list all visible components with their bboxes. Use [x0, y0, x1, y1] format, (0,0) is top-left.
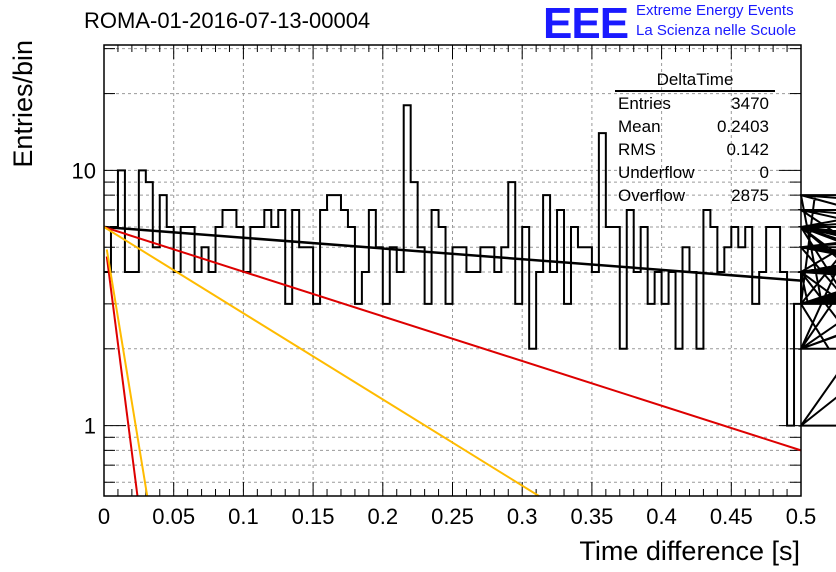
plot-frame [103, 44, 802, 497]
y-tick-label: 1 [84, 414, 96, 439]
stats-row-underflow: Underflow 0 [611, 161, 779, 184]
fit-curve-orange-4 [105, 249, 149, 497]
x-tick-label: 0.3 [507, 504, 538, 529]
stats-label: RMS [618, 140, 656, 159]
logo-line-2: La Scienza nelle Scuole [636, 22, 797, 39]
stats-box: DeltaTime Entries 3470 Mean 0.2403 RMS 0.142 U… [611, 70, 779, 207]
stats-label: Mean [618, 117, 661, 136]
fit-curve-red-1 [103, 226, 802, 452]
y-tick-label: 10 [72, 158, 96, 183]
stats-value: 0.142 [726, 140, 769, 159]
stats-row-rms: RMS 0.142 [611, 138, 779, 161]
fit-curve-red-3 [105, 256, 139, 497]
stats-label: Underflow [618, 163, 695, 182]
x-axis-label: Time difference [s] [579, 536, 800, 566]
x-tick-labels: 0 0.05 0.1 0.15 0.2 0.25 0.3 0.35 0.4 0.45 0.5 [98, 504, 816, 529]
x-tick-label: 0 [98, 504, 110, 529]
stats-rows: Entries 3470 Mean 0.2403 RMS 0.142 Underflow 0 O… [611, 92, 779, 207]
fit-curve-black-0 [103, 225, 802, 282]
x-tick-label: 0.05 [152, 504, 195, 529]
stats-value: 2875 [731, 186, 769, 205]
stats-row-entries: Entries 3470 [611, 92, 779, 115]
stats-value: 3470 [731, 94, 769, 113]
stats-label: Overflow [618, 186, 686, 205]
stats-value: 0.2403 [717, 117, 769, 136]
x-tick-label: 0.35 [570, 504, 613, 529]
x-tick-label: 0.25 [431, 504, 474, 529]
stats-row-mean: Mean 0.2403 [611, 115, 779, 138]
x-tick-label: 0.2 [368, 504, 399, 529]
stats-row-overflow: Overflow 2875 [611, 184, 779, 207]
fit-curves [103, 225, 802, 497]
stats-label: Entries [618, 94, 671, 113]
run-title: ROMA-01-2016-07-13-00004 [84, 8, 371, 33]
x-tick-label: 0.15 [292, 504, 335, 529]
x-tick-label: 0.45 [710, 504, 753, 529]
stats-title: DeltaTime [615, 70, 775, 92]
logo-line-1: Extreme Energy Events [636, 2, 794, 19]
x-tick-label: 0.4 [646, 504, 677, 529]
x-tick-label: 0.1 [228, 504, 259, 529]
fit-curve-orange-2 [103, 226, 540, 497]
eee-logo: EEE [543, 0, 629, 48]
y-axis-label: Entries/bin [8, 40, 38, 168]
x-tick-label: 0.5 [786, 504, 817, 529]
y-tick-labels: 1 10 [72, 158, 96, 438]
stats-value: 0 [759, 163, 769, 182]
